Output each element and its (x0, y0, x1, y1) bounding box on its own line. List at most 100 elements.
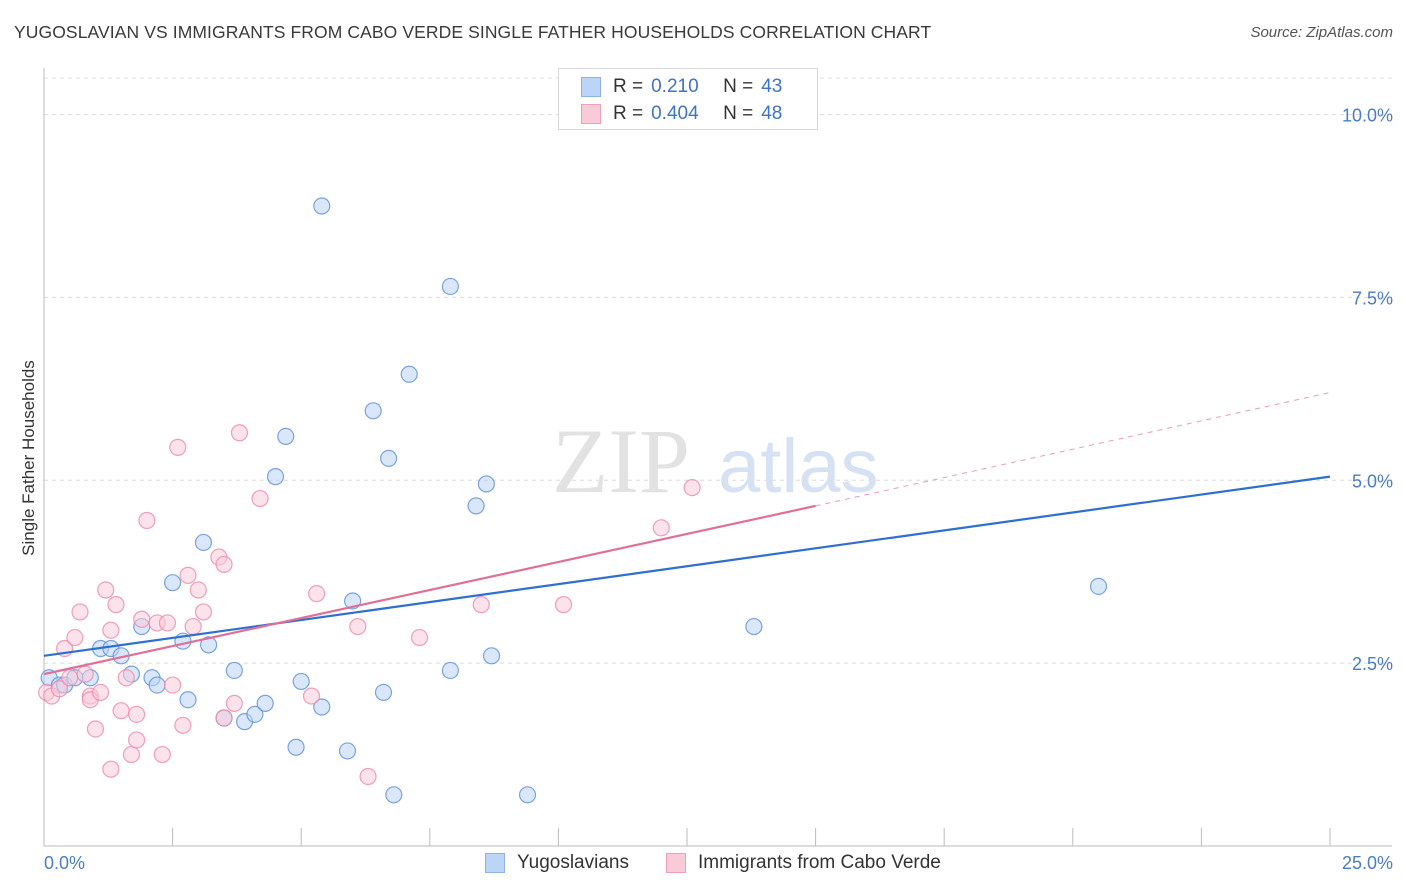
legend: R = 0.210 N = 43 R = 0.404 N = 48 (558, 68, 818, 130)
point-yugoslavian-26 (313, 698, 331, 716)
tick-labels: 2.5% 5.0% 7.5% 10.0% 0.0% 25.0% (44, 106, 1393, 873)
trend-line-cabo-verde-extension (815, 392, 1331, 507)
chart-title: YUGOSLAVIAN VS IMMIGRANTS FROM CABO VERD… (14, 22, 932, 42)
point-cabo-verde-21 (133, 610, 151, 628)
bottom-legend-yugoslavians: Yugoslavians (485, 852, 629, 874)
point-yugoslavian-30 (364, 402, 382, 420)
point-cabo-verde-5 (66, 628, 84, 647)
y-tick-label-0: 2.5% (1352, 654, 1393, 674)
point-yugoslavian-12 (164, 574, 182, 592)
point-cabo-verde-10 (86, 720, 105, 738)
point-yugoslavian-21 (256, 694, 274, 712)
point-yugoslavian-20 (246, 705, 264, 723)
bottom-legend-swatch-blue (485, 853, 505, 873)
data-points (37, 197, 1108, 804)
point-cabo-verde-36 (225, 694, 243, 712)
point-cabo-verde-45 (554, 596, 573, 614)
point-yugoslavian-23 (277, 427, 295, 445)
point-cabo-verde-25 (158, 614, 177, 632)
point-cabo-verde-42 (359, 767, 377, 786)
point-cabo-verde-30 (184, 617, 202, 636)
point-cabo-verde-20 (127, 705, 146, 723)
bottom-legend: Yugoslavians Immigrants from Cabo Verde (0, 852, 1406, 878)
point-cabo-verde-27 (169, 438, 187, 456)
point-yugoslavian-41 (745, 617, 763, 636)
point-yugoslavian-22 (266, 468, 285, 486)
y-axis-label: Single Father Households (19, 360, 38, 556)
point-cabo-verde-2 (50, 680, 69, 698)
point-cabo-verde-11 (91, 683, 110, 702)
point-yugoslavian-32 (380, 449, 398, 467)
point-yugoslavian-25 (292, 672, 310, 691)
watermark-atlas: atlas (718, 424, 879, 509)
point-cabo-verde-40 (308, 585, 326, 603)
point-cabo-verde-32 (194, 603, 213, 621)
grid-lines (44, 77, 1392, 664)
point-cabo-verde-34 (215, 555, 233, 574)
point-cabo-verde-19 (127, 731, 146, 749)
point-cabo-verde-7 (76, 665, 94, 683)
point-cabo-verde-43 (410, 628, 429, 647)
point-yugoslavian-42 (1089, 577, 1108, 595)
point-yugoslavian-33 (385, 786, 403, 804)
point-cabo-verde-16 (112, 702, 130, 720)
point-cabo-verde-15 (107, 596, 125, 614)
point-cabo-verde-46 (652, 519, 670, 537)
point-cabo-verde-44 (472, 596, 490, 614)
watermark-zip: ZIP (552, 410, 690, 512)
point-yugoslavian-31 (374, 683, 393, 702)
legend-row-cabo-verde: R = 0.404 N = 48 (581, 102, 782, 126)
point-yugoslavian-18 (225, 661, 243, 680)
point-yugoslavian-14 (179, 691, 197, 709)
point-yugoslavian-34 (400, 365, 418, 383)
point-cabo-verde-31 (189, 581, 207, 599)
point-cabo-verde-35 (215, 709, 233, 727)
point-cabo-verde-41 (349, 617, 367, 636)
point-yugoslavian-35 (441, 277, 459, 296)
source-label: Source: ZipAtlas.com (1250, 24, 1393, 41)
trend-lines (43, 392, 1331, 676)
point-cabo-verde-17 (117, 669, 135, 687)
point-cabo-verde-26 (164, 676, 182, 694)
point-yugoslavian-24 (287, 738, 305, 756)
trend-line-cabo-verde (43, 504, 816, 676)
trend-line-yugoslavian (43, 475, 1331, 657)
axes (43, 68, 1392, 847)
point-yugoslavian-39 (482, 647, 501, 665)
point-yugoslavian-40 (518, 786, 537, 804)
point-cabo-verde-47 (683, 479, 701, 497)
point-cabo-verde-22 (138, 511, 156, 530)
point-yugoslavian-16 (200, 636, 218, 654)
point-yugoslavian-15 (194, 533, 213, 552)
point-cabo-verde-14 (102, 760, 120, 778)
bottom-legend-swatch-pink (666, 853, 686, 873)
point-cabo-verde-6 (71, 603, 89, 621)
y-tick-label-1: 5.0% (1352, 471, 1393, 491)
x-tick-label-0: 0.0% (44, 853, 85, 873)
point-cabo-verde-38 (251, 489, 269, 508)
point-cabo-verde-24 (153, 745, 171, 764)
point-cabo-verde-28 (174, 716, 192, 734)
point-cabo-verde-37 (230, 424, 249, 442)
point-yugoslavian-11 (148, 676, 166, 694)
point-cabo-verde-13 (102, 621, 120, 639)
watermark: ZIP atlas (552, 410, 879, 512)
y-tick-label-2: 7.5% (1352, 288, 1393, 308)
legend-swatch-pink (581, 104, 601, 124)
point-cabo-verde-39 (302, 687, 321, 705)
x-tick-label-1: 25.0% (1342, 853, 1393, 873)
point-yugoslavian-27 (313, 197, 331, 215)
bottom-legend-cabo-verde: Immigrants from Cabo Verde (666, 852, 941, 874)
y-tick-label-3: 10.0% (1342, 106, 1393, 126)
point-yugoslavian-37 (467, 497, 485, 515)
point-cabo-verde-12 (97, 581, 115, 599)
point-cabo-verde-18 (122, 745, 141, 764)
point-yugoslavian-36 (441, 661, 459, 680)
point-cabo-verde-29 (179, 566, 197, 584)
legend-swatch-blue (581, 77, 601, 97)
point-yugoslavian-38 (477, 475, 495, 493)
legend-row-yugoslavians: R = 0.210 N = 43 (581, 75, 782, 99)
point-cabo-verde-4 (61, 669, 79, 687)
point-yugoslavian-28 (338, 742, 357, 760)
